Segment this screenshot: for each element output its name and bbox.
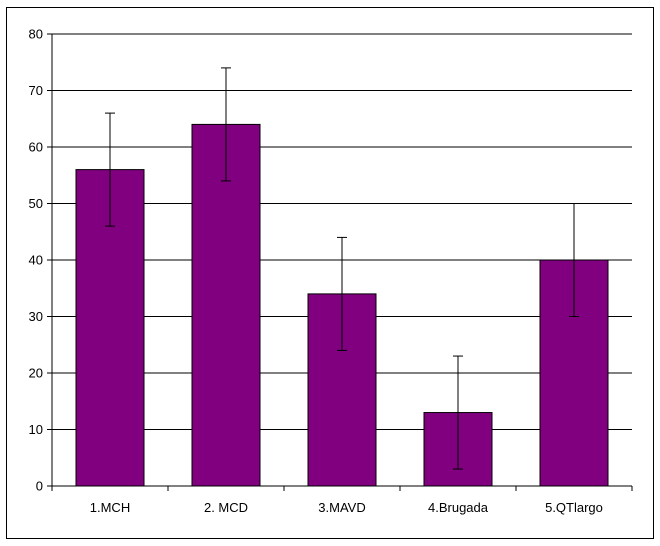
x-tick-label: 3.MAVD	[318, 500, 365, 515]
x-tick-label: 2. MCD	[204, 500, 248, 515]
bar	[307, 293, 377, 487]
y-tick-label: 20	[29, 366, 43, 381]
x-tick-label: 5.QTlargo	[545, 500, 603, 515]
y-tick-label: 10	[29, 422, 43, 437]
gridlines	[52, 33, 632, 430]
x-tick-labels: 1.MCH 2. MCD 3.MAVD 4.Brugada 5.QTlargo	[90, 500, 603, 515]
y-tick-label: 30	[29, 309, 43, 324]
y-tick-label: 0	[36, 479, 43, 494]
y-tick-labels: 0 10 20 30 40 50 60 70 80	[29, 27, 43, 494]
x-tick-label: 1.MCH	[90, 500, 130, 515]
y-tick-label: 60	[29, 140, 43, 155]
x-tick-label: 4.Brugada	[428, 500, 489, 515]
y-tick-label: 70	[29, 83, 43, 98]
y-tick-label: 80	[29, 27, 43, 42]
axes	[47, 33, 633, 491]
bar	[191, 123, 261, 487]
y-tick-label: 50	[29, 196, 43, 211]
y-tick-label: 40	[29, 253, 43, 268]
error-bars	[105, 67, 579, 470]
